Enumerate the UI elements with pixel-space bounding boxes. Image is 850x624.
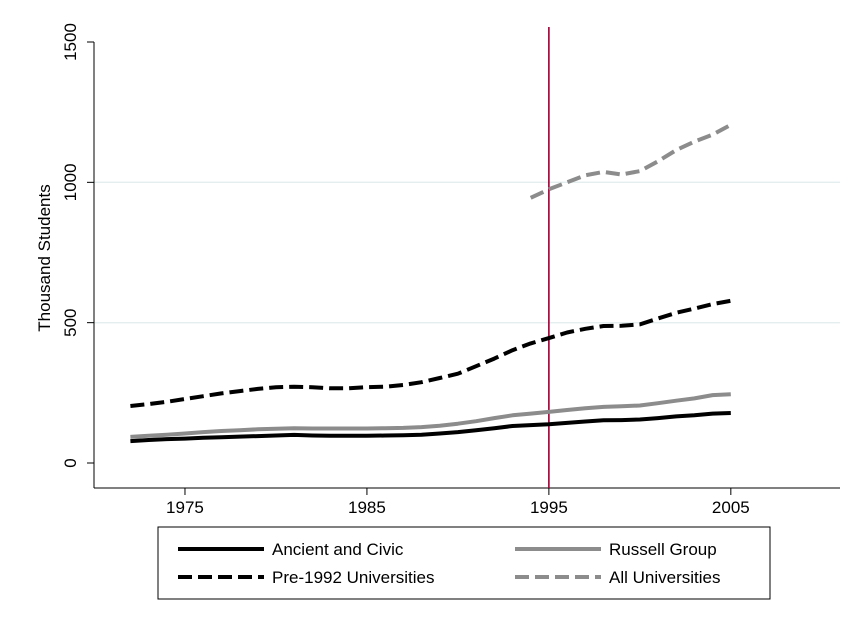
axes: 0 500 1000 1500 1975 1985 1995 2005 <box>61 23 840 517</box>
legend-label: All Universities <box>609 568 720 587</box>
series-line: Russell Group <box>130 392 731 439</box>
legend-label: Russell Group <box>609 540 717 559</box>
y-tick-label: 1500 <box>61 23 80 61</box>
y-tick-label: 500 <box>61 308 80 336</box>
legend-label: Pre-1992 Universities <box>272 568 435 587</box>
series-line: All Universities <box>529 123 732 200</box>
gridlines <box>94 181 840 324</box>
y-tick-label: 0 <box>61 458 80 467</box>
x-tick-label: 1985 <box>348 498 386 517</box>
legend-box <box>157 526 771 600</box>
x-tick-label: 1995 <box>530 498 568 517</box>
series-line: Ancient and Civic <box>130 411 731 444</box>
legend: Ancient and Civic Russell Group Pre-1992 U… <box>157 526 771 600</box>
x-tick-label: 1975 <box>166 498 204 517</box>
y-tick-label: 1000 <box>61 163 80 201</box>
legend-label: Ancient and Civic <box>272 540 404 559</box>
series-line: Pre-1992 Universities <box>130 298 732 408</box>
y-axis-label: Thousand Students <box>35 184 54 331</box>
x-tick-label: 2005 <box>712 498 750 517</box>
